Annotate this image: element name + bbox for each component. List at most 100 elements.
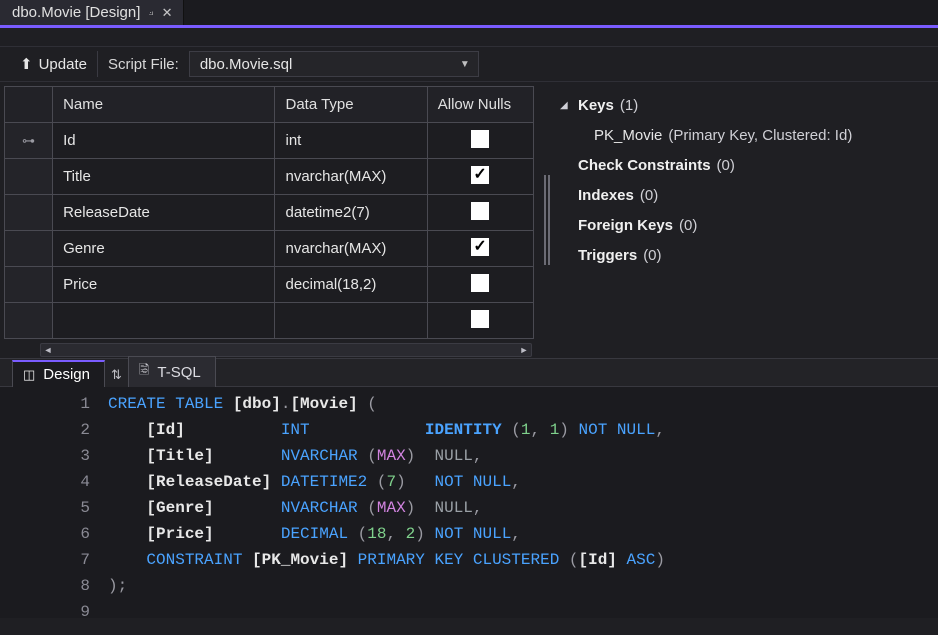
chevron-down-icon: ▼ (460, 59, 470, 70)
allow-nulls-checkbox[interactable] (471, 238, 489, 256)
close-icon[interactable]: ✕ (162, 5, 173, 21)
code-line[interactable]: [Id] INT IDENTITY (1, 1) NOT NULL, (108, 417, 665, 443)
tree-label: Indexes (578, 187, 634, 204)
table-row[interactable]: Genrenvarchar(MAX) (5, 231, 534, 267)
tree-node-keys[interactable]: ◢ Keys (1) (560, 90, 932, 120)
line-number: 8 (0, 573, 90, 599)
row-header[interactable] (5, 231, 53, 267)
tree-label: Triggers (578, 247, 637, 264)
update-icon: ⬆ (20, 55, 33, 73)
grid-header-datatype[interactable]: Data Type (275, 87, 427, 123)
tab-tsql[interactable]: 🗟 T-SQL (128, 356, 216, 387)
scroll-right-icon[interactable]: ► (517, 344, 531, 356)
update-label: Update (39, 56, 87, 73)
tree-node-pk[interactable]: PK_Movie (Primary Key, Clustered: Id) (560, 120, 932, 150)
cell-allownulls[interactable] (427, 303, 533, 339)
grid-header-allownulls[interactable]: Allow Nulls (427, 87, 533, 123)
table-row[interactable]: ReleaseDatedatetime2(7) (5, 195, 534, 231)
line-number: 9 (0, 599, 90, 625)
row-header[interactable] (5, 267, 53, 303)
grid-horizontal-scrollbar[interactable]: ◄ ► (40, 343, 532, 357)
row-header[interactable] (5, 303, 53, 339)
tab-tsql-label: T-SQL (157, 364, 200, 381)
sql-editor[interactable]: 123456789 CREATE TABLE [dbo].[Movie] ( [… (0, 386, 938, 618)
row-header[interactable] (5, 195, 53, 231)
designer-pane: Name Data Type Allow Nulls ⊶ IdintTitlenv… (0, 82, 938, 358)
line-number: 4 (0, 469, 90, 495)
line-number: 2 (0, 417, 90, 443)
allow-nulls-checkbox[interactable] (471, 202, 489, 220)
line-number: 7 (0, 547, 90, 573)
vertical-splitter[interactable] (540, 82, 554, 358)
spacer (0, 28, 938, 46)
table-row[interactable] (5, 303, 534, 339)
design-icon: ◫ (23, 367, 35, 383)
designer-toolbar: ⬆ Update Script File: dbo.Movie.sql ▼ (0, 46, 938, 82)
allow-nulls-checkbox[interactable] (471, 166, 489, 184)
tree-node-checkconstraints[interactable]: Check Constraints (0) (560, 150, 932, 180)
code-line[interactable]: [ReleaseDate] DATETIME2 (7) NOT NULL, (108, 469, 665, 495)
tree-label: Keys (578, 97, 614, 114)
update-button[interactable]: ⬆ Update (10, 51, 98, 77)
cell-name[interactable] (53, 303, 275, 339)
allow-nulls-checkbox[interactable] (471, 130, 489, 148)
tree-node-triggers[interactable]: Triggers (0) (560, 240, 932, 270)
allow-nulls-checkbox[interactable] (471, 274, 489, 292)
tsql-icon: 🗟 (139, 361, 149, 383)
primary-key-icon: ⊶ (22, 133, 35, 148)
cell-allownulls[interactable] (427, 267, 533, 303)
grid-header-name[interactable]: Name (53, 87, 275, 123)
cell-datatype[interactable]: int (275, 123, 427, 159)
pin-icon[interactable]: ⟓ (148, 6, 153, 19)
tree-child-name: PK_Movie (594, 127, 662, 144)
tree-label: Foreign Keys (578, 217, 673, 234)
code-line[interactable]: [Price] DECIMAL (18, 2) NOT NULL, (108, 521, 665, 547)
tab-swap[interactable]: ⇅ (105, 363, 128, 387)
line-number: 6 (0, 521, 90, 547)
expand-icon[interactable]: ◢ (560, 100, 572, 111)
columns-grid[interactable]: Name Data Type Allow Nulls ⊶ IdintTitlenv… (4, 86, 534, 339)
code-line[interactable]: CONSTRAINT [PK_Movie] PRIMARY KEY CLUSTE… (108, 547, 665, 573)
cell-allownulls[interactable] (427, 159, 533, 195)
cell-allownulls[interactable] (427, 195, 533, 231)
scroll-left-icon[interactable]: ◄ (41, 344, 55, 356)
cell-name[interactable]: Price (53, 267, 275, 303)
cell-datatype[interactable]: datetime2(7) (275, 195, 427, 231)
table-row[interactable]: Pricedecimal(18,2) (5, 267, 534, 303)
code-line[interactable]: [Genre] NVARCHAR (MAX) NULL, (108, 495, 665, 521)
code-line[interactable]: CREATE TABLE [dbo].[Movie] ( (108, 391, 665, 417)
cell-datatype[interactable]: decimal(18,2) (275, 267, 427, 303)
code-line[interactable]: ); (108, 573, 665, 599)
tree-node-indexes[interactable]: Indexes (0) (560, 180, 932, 210)
cell-name[interactable]: Title (53, 159, 275, 195)
cell-datatype[interactable]: nvarchar(MAX) (275, 231, 427, 267)
cell-datatype[interactable]: nvarchar(MAX) (275, 159, 427, 195)
cell-allownulls[interactable] (427, 231, 533, 267)
code-line[interactable]: [Title] NVARCHAR (MAX) NULL, (108, 443, 665, 469)
scriptfile-value: dbo.Movie.sql (200, 56, 293, 73)
code-line[interactable] (108, 599, 665, 625)
table-row[interactable]: Titlenvarchar(MAX) (5, 159, 534, 195)
cell-allownulls[interactable] (427, 123, 533, 159)
allow-nulls-checkbox[interactable] (471, 310, 489, 328)
table-row[interactable]: ⊶ Idint (5, 123, 534, 159)
row-header[interactable] (5, 159, 53, 195)
columns-grid-wrap: Name Data Type Allow Nulls ⊶ IdintTitlenv… (0, 82, 540, 358)
cell-name[interactable]: Id (53, 123, 275, 159)
schema-tree: ◢ Keys (1) PK_Movie (Primary Key, Cluste… (554, 82, 938, 358)
tab-design[interactable]: ◫ Design (12, 360, 105, 387)
cell-name[interactable]: Genre (53, 231, 275, 267)
line-number: 1 (0, 391, 90, 417)
cell-datatype[interactable] (275, 303, 427, 339)
sql-code[interactable]: CREATE TABLE [dbo].[Movie] ( [Id] INT ID… (108, 387, 665, 618)
row-header[interactable]: ⊶ (5, 123, 53, 159)
grid-header-blank (5, 87, 53, 123)
document-tab[interactable]: dbo.Movie [Design] ⟓ ✕ (0, 0, 184, 25)
tree-node-foreignkeys[interactable]: Foreign Keys (0) (560, 210, 932, 240)
cell-name[interactable]: ReleaseDate (53, 195, 275, 231)
bottom-tabstrip: ◫ Design ⇅ 🗟 T-SQL (0, 358, 938, 386)
scriptfile-dropdown[interactable]: dbo.Movie.sql ▼ (189, 51, 479, 77)
document-tab-title: dbo.Movie [Design] (12, 4, 140, 21)
tree-child-detail: (Primary Key, Clustered: Id) (668, 127, 852, 144)
swap-icon: ⇅ (111, 367, 122, 383)
